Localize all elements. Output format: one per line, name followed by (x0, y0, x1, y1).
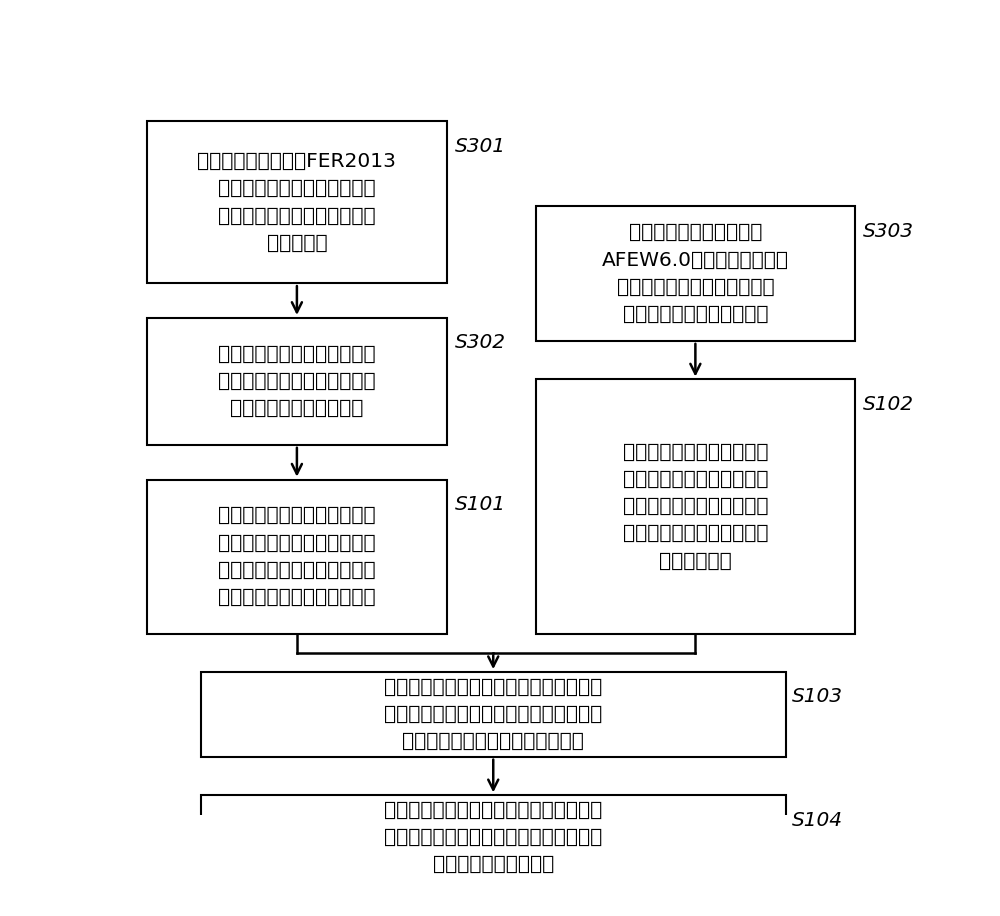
Text: S101: S101 (455, 495, 506, 514)
Text: 在得到第一情感结果及第二情感结果时，
对第一情感结果、第二情感结果进行融合
计算，得到待识别视频的融合结果: 在得到第一情感结果及第二情感结果时， 对第一情感结果、第二情感结果进行融合 计算… (384, 678, 602, 751)
Text: S302: S302 (455, 333, 506, 353)
Bar (147, 479, 447, 634)
Bar (536, 206, 855, 341)
Text: 通过三维卷积神经网络对
AFEW6.0数据库中的具有基
本表情的视频片段进行训练，
得到三维卷积神经网络模型: 通过三维卷积神经网络对 AFEW6.0数据库中的具有基 本表情的视频片段进行训练… (602, 224, 789, 324)
Text: 通过卷积神经网络对FER2013
数据库中的具有基本表情的人
脸图像进行训练，建立卷积神
经网络模型: 通过卷积神经网络对FER2013 数据库中的具有基本表情的人 脸图像进行训练，建… (197, 152, 396, 253)
Text: S102: S102 (863, 395, 914, 414)
Bar (536, 379, 855, 634)
Bar (147, 318, 447, 445)
Text: 通过递归神经网络对卷积神经
网络模型的外观特征进行训练
，建立递归神经网络模型: 通过递归神经网络对卷积神经 网络模型的外观特征进行训练 ，建立递归神经网络模型 (218, 344, 376, 418)
Text: S103: S103 (792, 687, 843, 706)
Bar (201, 672, 786, 757)
Text: S104: S104 (792, 811, 843, 830)
Text: 根据融合结果中的最大值，通过预先建立
的融合结果和情感类型的对应关系，得到
待识别视频的情感类型: 根据融合结果中的最大值，通过预先建立 的融合结果和情感类型的对应关系，得到 待识… (384, 801, 602, 874)
Bar (147, 122, 447, 283)
Text: 通过预先建立的三维卷积神
经网络模型识别待识别视频
的帧序列中人脸的外观特征
和帧序列的时间特征，得到
第二情感结果: 通过预先建立的三维卷积神 经网络模型识别待识别视频 的帧序列中人脸的外观特征 和… (623, 442, 768, 571)
Text: S301: S301 (455, 136, 506, 156)
Text: S303: S303 (863, 222, 914, 241)
Text: 通过预先建立的递归神经网络
模型识别待识别视频的帧序列
中人脸的外观特征和帧序列的
时间特征，得到第一情感结果: 通过预先建立的递归神经网络 模型识别待识别视频的帧序列 中人脸的外观特征和帧序列… (218, 507, 376, 607)
Bar (201, 795, 786, 880)
